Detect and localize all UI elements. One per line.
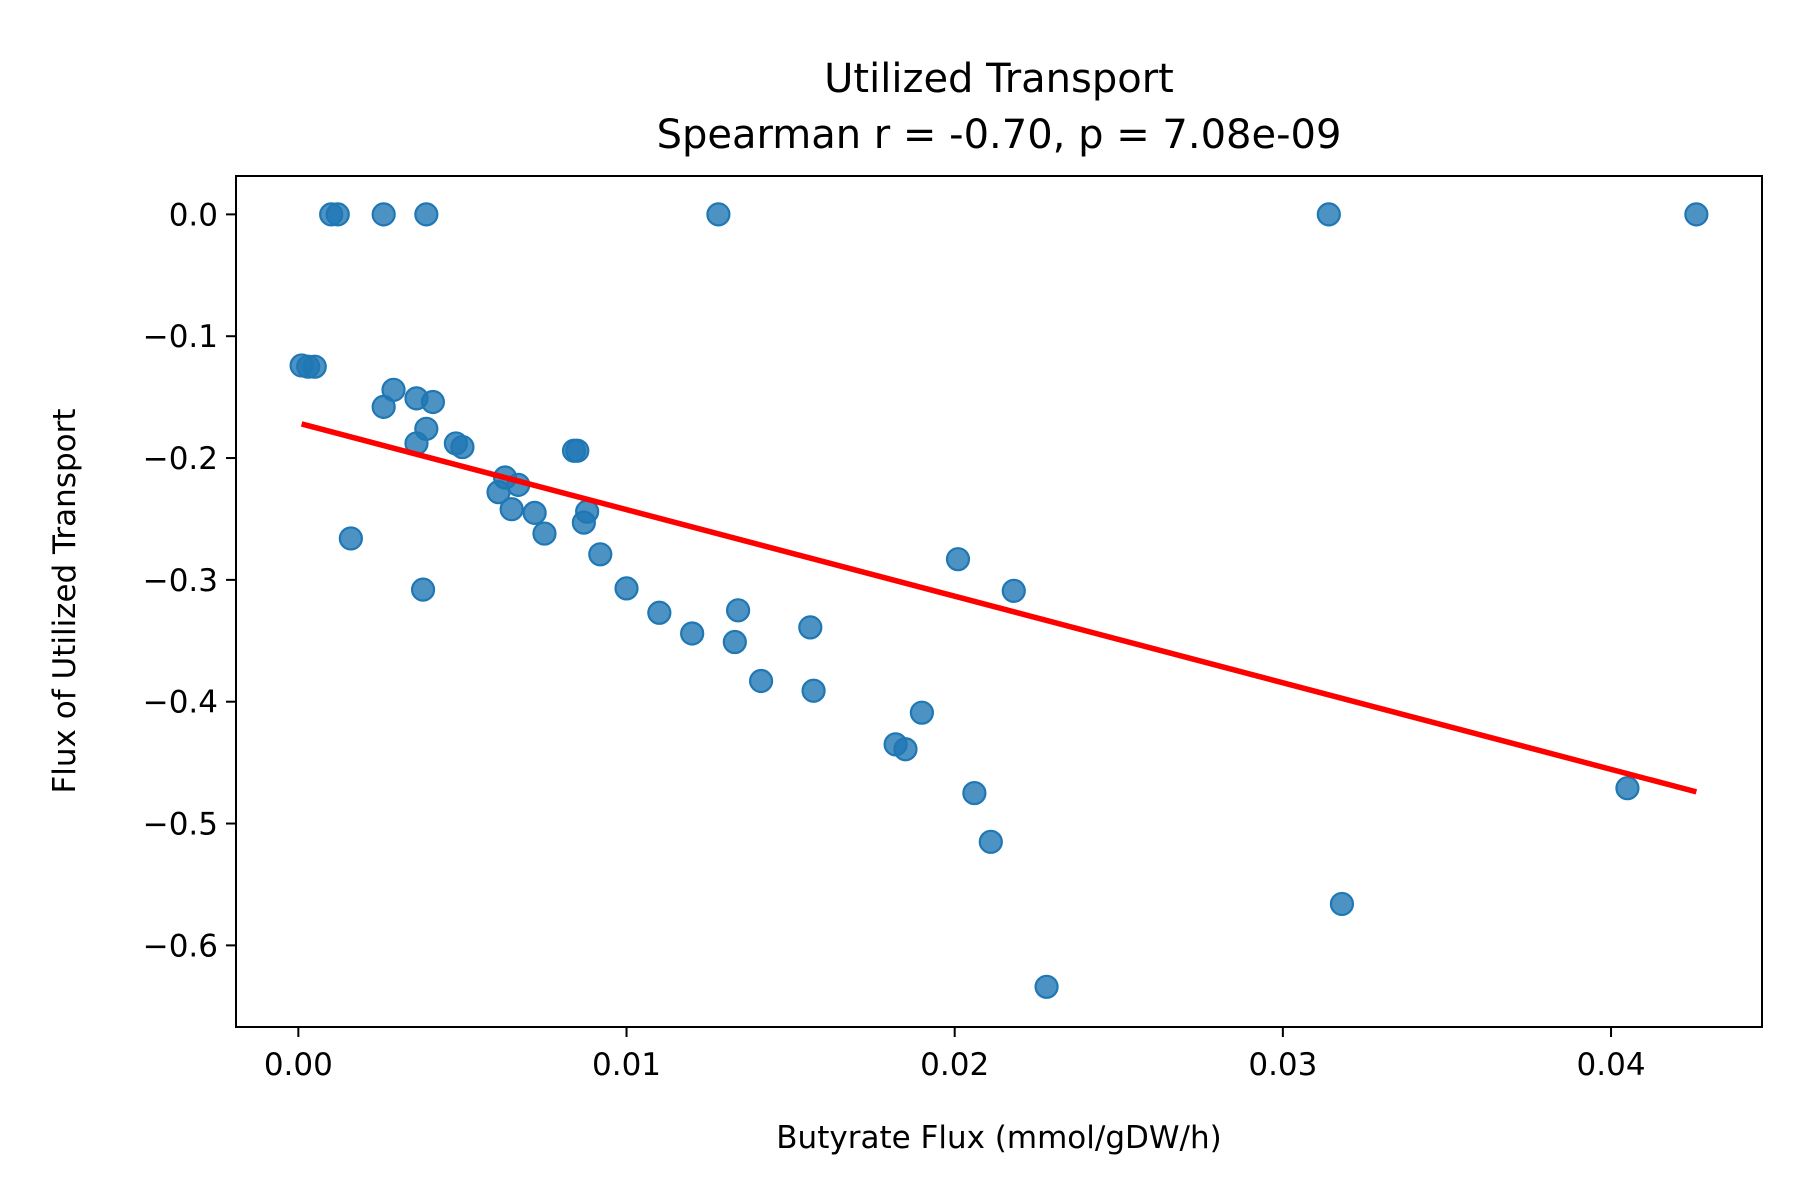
data-points <box>289 202 1709 999</box>
x-tick-label: 0.00 <box>264 1047 333 1083</box>
y-tick-label: −0.4 <box>143 685 218 721</box>
y-tick-label: −0.3 <box>143 563 218 599</box>
data-point <box>978 829 1003 854</box>
data-point <box>1329 891 1355 917</box>
data-point <box>909 700 934 725</box>
data-point <box>945 547 971 572</box>
x-tick-label: 0.04 <box>1577 1047 1646 1083</box>
x-axis-title: Butyrate Flux (mmol/gDW/h) <box>776 1120 1221 1156</box>
x-tick-label: 0.02 <box>920 1047 989 1083</box>
regression-line <box>300 421 1698 795</box>
data-point <box>381 377 406 402</box>
data-point <box>614 576 639 601</box>
data-point <box>798 615 823 640</box>
chart-title: Utilized Transport <box>824 56 1174 102</box>
data-point <box>302 354 327 379</box>
data-point <box>726 598 751 623</box>
y-tick-label: 0.0 <box>169 197 218 233</box>
data-point <box>588 542 613 567</box>
data-point <box>410 577 436 602</box>
y-axis-ticks: 0.0 −0.1 −0.2 −0.3 −0.4 −0.5 −0.6 <box>143 197 236 964</box>
data-point <box>1034 974 1059 999</box>
data-point <box>722 629 747 655</box>
data-point <box>893 737 918 762</box>
data-point <box>647 600 672 625</box>
data-point <box>338 526 363 551</box>
data-point <box>499 497 524 522</box>
data-point <box>1684 202 1709 227</box>
y-tick-label: −0.2 <box>143 441 218 477</box>
data-point <box>450 434 475 460</box>
y-tick-label: −0.5 <box>143 807 218 843</box>
data-point <box>486 480 511 505</box>
data-point <box>680 621 705 646</box>
data-point <box>325 202 350 227</box>
data-point <box>1615 776 1640 801</box>
data-point <box>371 202 396 227</box>
y-tick-label: −0.1 <box>143 319 218 355</box>
data-point <box>801 678 826 703</box>
data-point <box>414 202 439 227</box>
y-axis-title: Flux of Utilized Transport <box>47 408 83 793</box>
x-tick-label: 0.01 <box>592 1047 661 1083</box>
fit-line <box>300 421 1698 795</box>
x-tick-label: 0.03 <box>1248 1047 1317 1083</box>
data-point <box>1316 202 1341 227</box>
data-point <box>532 521 557 546</box>
plot-area-frame <box>235 175 1763 1028</box>
y-tick-label: −0.6 <box>143 928 218 964</box>
data-point <box>565 438 590 463</box>
x-axis-ticks: 0.00 0.01 0.02 0.03 0.04 <box>264 1027 1646 1083</box>
data-point <box>420 389 446 415</box>
data-point <box>522 500 547 525</box>
data-point <box>706 202 731 227</box>
data-point <box>962 780 987 806</box>
data-point <box>1001 578 1026 603</box>
data-point <box>748 668 774 694</box>
chart-subtitle: Spearman r = -0.70, p = 7.08e-09 <box>657 112 1342 158</box>
